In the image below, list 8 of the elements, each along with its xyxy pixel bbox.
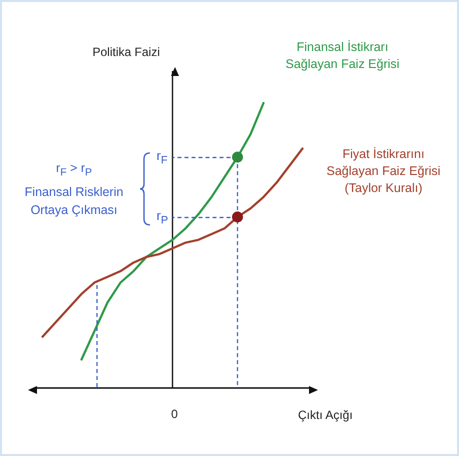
text: 0 <box>170 407 179 421</box>
text: Finansal İstikrarı Sağlayan Faiz Eğrisi <box>286 39 400 73</box>
annotation: r$_{F}$ > r$_{P}$ Finansal Risklerin Ortaya Çıkması <box>24 160 124 219</box>
annotation: r$_{P}$ <box>156 208 168 227</box>
annotation: r$_{F}$ <box>156 148 168 167</box>
y-axis-title: Politika Faizi <box>92 45 160 59</box>
x-axis-title: Çıktı Açığı <box>298 408 353 422</box>
series-label: Fiyat İstikrarını Sağlayan Faiz Eğrisi (Taylor Kuralı) <box>326 146 440 197</box>
